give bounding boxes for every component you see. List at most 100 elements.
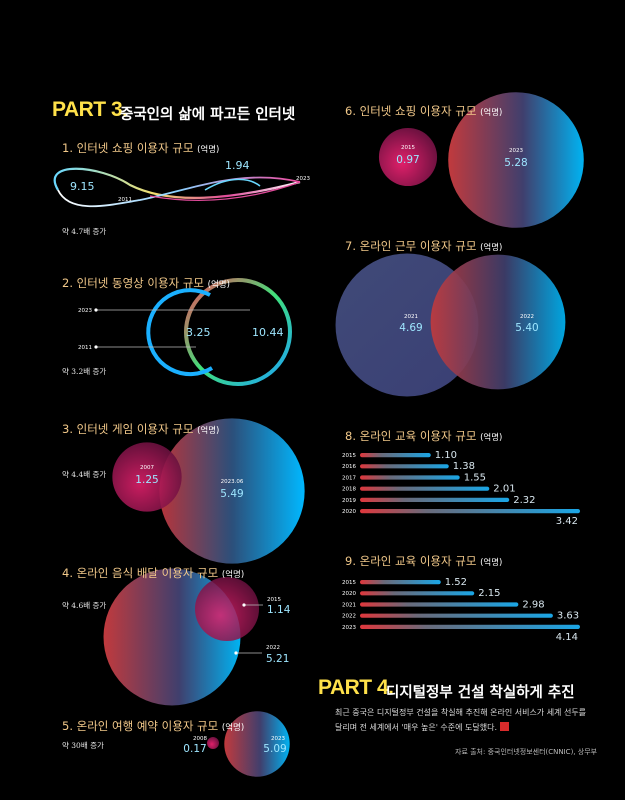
c8-cat-3: 2018 xyxy=(342,487,356,493)
flag-icon xyxy=(499,722,509,731)
c6-year-big: 2023 xyxy=(509,148,523,154)
chart2-title: 2. 인터넷 동영상 이용자 규모 (억명) xyxy=(62,276,230,290)
c7-value-small: 4.69 xyxy=(399,322,422,334)
c9-value-1: 2.15 xyxy=(478,588,500,599)
c5-value-big: 5.09 xyxy=(263,743,286,755)
c9-value-4: 4.14 xyxy=(556,632,578,643)
chart8-title: 8. 온라인 교육 이용자 규모 (억명) xyxy=(345,429,503,443)
c9-value-0: 1.52 xyxy=(445,577,467,588)
c5-value-small: 0.17 xyxy=(183,743,206,755)
c6-circle-small xyxy=(378,127,438,187)
chart4-note: 약 4.6배 증가 xyxy=(62,601,107,610)
c1-value-end: 9.15 xyxy=(70,180,95,193)
c4-year-small: 2015 xyxy=(267,597,281,603)
c8-value-3: 2.01 xyxy=(493,484,515,495)
part4-body-line1: 최근 중국은 디지털정부 건설을 착실해 추진해 온라인 서비스가 세계 선두를 xyxy=(335,708,587,717)
c3-value-big: 5.49 xyxy=(220,488,243,500)
c3-circle-big xyxy=(159,418,305,564)
c9-value-2: 2.98 xyxy=(522,599,544,610)
c2-ring-inner xyxy=(146,288,214,377)
chart5-title: 5. 온라인 여행 예약 이용자 규모 (억명) xyxy=(62,719,245,733)
c4-year-big: 2022 xyxy=(266,645,280,651)
c8-cat-2: 2017 xyxy=(342,475,356,481)
chart6-title: 6. 인터넷 쇼핑 이용자 규모 (억명) xyxy=(345,104,503,118)
chart3-title: 3. 인터넷 게임 이용자 규모 (억명) xyxy=(62,422,220,436)
c3-year-small: 2007 xyxy=(140,465,154,471)
part4-body-line2: 달리며 전 세계에서 '매우 높은' 수준에 도달했다. xyxy=(335,720,605,735)
c8-cat-5: 2020 xyxy=(342,509,356,515)
c5-year-small: 2008 xyxy=(193,736,207,742)
c1-line-lower xyxy=(57,176,301,208)
c9-cat-2: 2021 xyxy=(342,602,356,608)
c5-year-big: 2023 xyxy=(271,736,285,742)
c2-value-end: 10.44 xyxy=(252,326,284,339)
c8-value-1: 1.38 xyxy=(453,461,475,472)
chart2-note: 약 3.2배 증가 xyxy=(62,367,107,376)
c1-line-accent xyxy=(149,181,301,201)
chart4-title: 4. 온라인 음식 배달 이용자 규모 (억명) xyxy=(62,566,245,580)
chart5-note: 약 30배 증가 xyxy=(62,741,104,750)
c8-cat-0: 2015 xyxy=(342,453,356,459)
chart1-title: 1. 인터넷 쇼핑 이용자 규모 (억명) xyxy=(62,141,220,155)
c1-line-upper xyxy=(53,167,301,199)
part4-title: 디지털정부 건설 착실하게 추진 xyxy=(386,685,575,701)
chart1-note: 약 4.7배 증가 xyxy=(62,227,107,236)
c5-circle-small xyxy=(207,737,219,749)
c9-bar-3 xyxy=(360,613,553,618)
c9-bar-1 xyxy=(360,591,475,596)
c3-circle-small xyxy=(112,442,182,512)
c8-cat-1: 2016 xyxy=(342,464,356,470)
c8-bar-3 xyxy=(360,486,490,491)
part3-label: PART 3. xyxy=(52,98,128,121)
c9-bar-0 xyxy=(360,580,441,585)
c2-ring-outer xyxy=(184,278,292,386)
c6-value-big: 5.28 xyxy=(504,157,527,169)
c4-leader-big-dot xyxy=(234,651,238,655)
c8-value-5: 3.42 xyxy=(556,516,578,527)
c8-bar-0 xyxy=(360,453,431,458)
c8-value-2: 1.55 xyxy=(464,472,486,483)
c4-circle-small xyxy=(194,576,260,642)
part4-label: PART 4. xyxy=(318,676,394,699)
c8-value-0: 1.10 xyxy=(435,450,457,461)
part3-title: 중국인의 삶에 파고든 인터넷 xyxy=(120,107,296,123)
c2-year-end: 2023 xyxy=(78,308,92,314)
c4-value-big: 5.21 xyxy=(266,653,289,665)
c7-value-big: 5.40 xyxy=(515,322,538,334)
c2-year-start: 2011 xyxy=(78,345,92,351)
c8-cat-4: 2019 xyxy=(342,498,356,504)
c5-circle-big xyxy=(224,711,290,777)
c3-value-small: 1.25 xyxy=(135,474,158,486)
c9-cat-1: 2020 xyxy=(342,591,356,597)
chart7-title: 7. 온라인 근무 이용자 규모 (억명) xyxy=(345,239,503,253)
c9-cat-3: 2022 xyxy=(342,614,356,620)
c7-circle-big xyxy=(430,254,566,390)
c8-bar-4 xyxy=(360,497,510,502)
part4-body: 최근 중국은 디지털정부 건설을 착실해 추진해 온라인 서비스가 세계 선두를… xyxy=(335,705,605,735)
c6-circle-big xyxy=(448,92,584,228)
c2-leader-start-dot xyxy=(94,345,98,349)
c9-cat-4: 2023 xyxy=(342,625,356,631)
c1-year-start: 2011 xyxy=(118,197,132,203)
source-note: 자료 출처: 중국인터넷정보센터(CNNIC), 상무부 xyxy=(455,748,598,756)
c1-loop-small xyxy=(204,178,261,191)
c8-value-4: 2.32 xyxy=(513,495,535,506)
chart3-note: 약 4.4배 증가 xyxy=(62,470,107,479)
c1-year-end: 2023 xyxy=(296,176,310,182)
c7-year-small: 2021 xyxy=(404,314,418,320)
c9-bar-2 xyxy=(360,602,519,607)
c8-bar-1 xyxy=(360,464,449,469)
c8-bar-5 xyxy=(360,509,580,514)
c9-value-3: 3.63 xyxy=(557,611,579,622)
chart9-title: 9. 온라인 교육 이용자 규모 (억명) xyxy=(345,554,503,568)
c2-value-start: 3.25 xyxy=(186,326,211,339)
c7-year-big: 2022 xyxy=(520,314,534,320)
c6-year-small: 2015 xyxy=(401,145,415,151)
c9-bar-4 xyxy=(360,624,580,629)
c4-leader-small-dot xyxy=(242,603,246,607)
c6-value-small: 0.97 xyxy=(396,154,419,166)
c3-year-big: 2023.06 xyxy=(221,479,244,485)
c1-value-start: 1.94 xyxy=(225,159,250,172)
c9-cat-0: 2015 xyxy=(342,580,356,586)
